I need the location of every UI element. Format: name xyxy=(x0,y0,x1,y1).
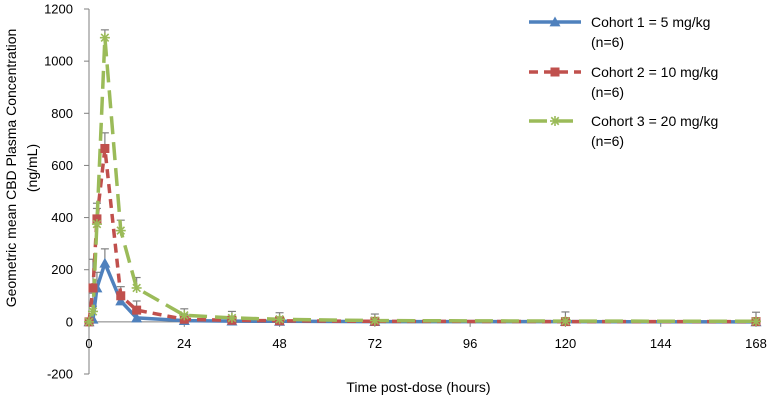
data-point-series-3 xyxy=(84,316,94,327)
y-tick-label: 200 xyxy=(51,262,73,277)
data-point-series-2 xyxy=(132,305,142,315)
axes-layer: -200 0 200 400 600 800 1000 1200 0 24 48 72 96 120 144… xyxy=(44,2,767,382)
data-point-series-3 xyxy=(274,314,285,325)
star-stroke xyxy=(550,116,560,126)
y-tick-label: -200 xyxy=(47,367,73,382)
series-line-1 xyxy=(88,261,757,324)
star-stroke xyxy=(561,316,570,326)
star-stroke xyxy=(751,317,761,326)
x-axis-title: Time post-dose (hours) xyxy=(346,379,490,395)
data-point-series-2 xyxy=(100,143,110,153)
legend-label-1: (n=6) xyxy=(591,34,624,50)
data-point-series-1 xyxy=(115,295,127,306)
data-point-series-1 xyxy=(99,257,111,268)
series-layer xyxy=(87,35,757,324)
star-stroke xyxy=(88,307,98,316)
star-stroke xyxy=(92,219,102,229)
marker-layer xyxy=(83,32,762,327)
star-stroke xyxy=(100,33,110,42)
data-point-series-3 xyxy=(131,282,142,293)
x-tick-label: 72 xyxy=(368,336,382,351)
legend-marker-2 xyxy=(550,67,560,77)
y-tick-label: 1000 xyxy=(44,54,73,69)
star-stroke xyxy=(227,313,237,323)
star-stroke xyxy=(370,316,380,325)
star-stroke xyxy=(84,317,94,327)
data-point-series-3 xyxy=(226,312,237,323)
data-point-series-2 xyxy=(116,291,126,301)
legend-label-2: Cohort 2 = 10 mg/kg xyxy=(591,64,718,80)
data-point-series-2 xyxy=(88,283,98,293)
y-axis-title: (ng/mL) xyxy=(24,144,40,192)
legend-label-2: (n=6) xyxy=(591,84,624,100)
legend-marker-3 xyxy=(550,116,560,126)
y-tick-label: 400 xyxy=(51,210,73,225)
x-tick-label: 144 xyxy=(650,336,672,351)
data-point-series-3 xyxy=(87,306,98,317)
data-point-series-3 xyxy=(115,225,126,236)
star-stroke xyxy=(179,311,189,320)
legend-marker-1 xyxy=(549,16,561,27)
data-point-series-3 xyxy=(369,315,380,326)
y-tick-label: 1200 xyxy=(44,2,73,17)
data-point-series-3 xyxy=(179,310,190,321)
x-tick-label: 24 xyxy=(177,336,191,351)
y-tick-label: 600 xyxy=(51,158,73,173)
y-tick-label: 800 xyxy=(51,106,73,121)
data-point-series-3 xyxy=(91,219,102,230)
x-tick-label: 0 xyxy=(85,336,92,351)
x-tick-label: 168 xyxy=(745,336,767,351)
x-tick-label: 96 xyxy=(463,336,477,351)
series-line-2 xyxy=(87,146,756,324)
y-axis-title: Geometric mean CBD Plasma Concentration xyxy=(3,29,19,308)
data-point-series-3 xyxy=(560,316,571,327)
star-stroke xyxy=(132,283,141,293)
axis-titles: Time post-dose (hours) Geometric mean CBD… xyxy=(3,29,491,395)
y-tick-label: 0 xyxy=(66,314,73,329)
x-tick-label: 48 xyxy=(272,336,286,351)
legend-label-3: (n=6) xyxy=(591,133,624,149)
series-line-3 xyxy=(87,35,757,324)
data-point-series-3 xyxy=(99,32,110,43)
data-point-series-1 xyxy=(131,312,143,323)
legend: Cohort 1 = 5 mg/kg (n=6) Cohort 2 = 10 mg/… xyxy=(529,14,718,149)
data-point-series-2 xyxy=(92,214,102,224)
star-stroke xyxy=(116,226,126,235)
data-point-series-3 xyxy=(751,316,761,327)
legend-label-1: Cohort 1 = 5 mg/kg xyxy=(591,14,710,30)
star-stroke xyxy=(275,314,284,324)
x-tick-label: 120 xyxy=(555,336,577,351)
legend-label-3: Cohort 3 = 20 mg/kg xyxy=(591,113,718,129)
